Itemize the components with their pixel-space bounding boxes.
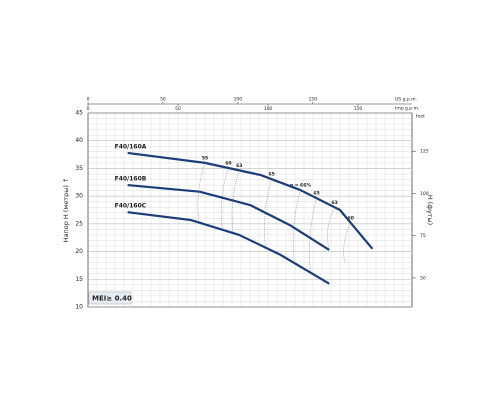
efficiency-label: 65 [313, 191, 319, 197]
y-tick-label: 20 [75, 248, 83, 255]
x-tick-label: 150 [354, 106, 363, 112]
annotation: MEI≥ 0.40 [92, 295, 132, 303]
curve [127, 151, 374, 250]
x-tick-label: 50 [175, 106, 181, 112]
efficiency-label: 63 [331, 200, 337, 206]
y-tick-label: 40 [75, 137, 83, 144]
efficiency-label: η = 66% [290, 183, 311, 189]
x2-tick-label: 100 [234, 97, 243, 103]
curve-label: F40/160B [115, 176, 147, 183]
mei-box [88, 291, 132, 305]
efficiency-line [231, 170, 240, 234]
efficiency-line [327, 207, 335, 248]
x2-tick-label: 50 [160, 97, 166, 103]
curve [127, 211, 330, 285]
y-tick-label: 30 [75, 193, 83, 200]
y-axis-label: Напор H (метры) ↑ [62, 178, 70, 243]
efficiency-line [197, 162, 206, 223]
efficiency-line [292, 189, 301, 264]
curve-label: F40/160C [115, 203, 147, 210]
y-tick-label: 25 [75, 220, 83, 227]
y2-tick-label: 50 [420, 275, 426, 281]
y2-axis-label: H (футы) [426, 195, 434, 225]
efficiency-label: 63 [236, 163, 242, 169]
x2-axis-label: US g.p.m. [395, 97, 417, 103]
efficiency-label: 55 [202, 155, 208, 161]
curve-label: F40/160A [115, 143, 147, 150]
efficiency-label: 60 [225, 160, 231, 166]
y-tick-label: 15 [75, 276, 83, 283]
y2-tick-label: 125 [420, 149, 429, 155]
efficiency-line [220, 167, 229, 230]
y-tick-label: 35 [75, 165, 83, 172]
y-tick-label: 45 [75, 110, 83, 117]
y2-unit: feet [416, 114, 425, 120]
y-tick-label: 10 [75, 304, 83, 311]
efficiency-line [309, 198, 317, 274]
curve [127, 183, 330, 251]
efficiency-label: 65 [268, 172, 274, 178]
x-tick-label: 100 [264, 106, 273, 112]
x2-tick-label: 150 [308, 97, 317, 103]
y2-tick-label: 100 [420, 191, 429, 197]
x-axis-label: Imp g.p.m. [395, 106, 419, 112]
x2-tick-label: 0 [87, 97, 90, 103]
x-tick-label: 0 [87, 106, 90, 112]
efficiency-label: 60 [348, 215, 354, 221]
efficiency-line [343, 222, 352, 263]
y2-tick-label: 75 [420, 233, 426, 239]
